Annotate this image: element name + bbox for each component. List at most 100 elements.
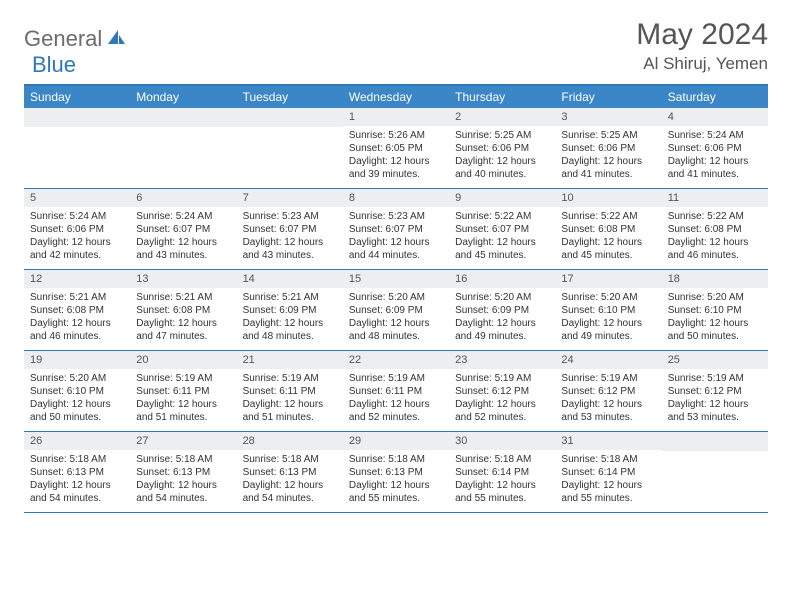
sunset-text: Sunset: 6:08 PM	[561, 223, 655, 236]
day-cell: 4Sunrise: 5:24 AMSunset: 6:06 PMDaylight…	[662, 108, 768, 188]
sunrise-text: Sunrise: 5:21 AM	[30, 291, 124, 304]
sunset-text: Sunset: 6:07 PM	[136, 223, 230, 236]
day-number: 18	[662, 270, 768, 288]
day-number: 27	[130, 432, 236, 450]
sunset-text: Sunset: 6:13 PM	[349, 466, 443, 479]
day-number: 19	[24, 351, 130, 369]
day-cell: 25Sunrise: 5:19 AMSunset: 6:12 PMDayligh…	[662, 351, 768, 431]
sunrise-text: Sunrise: 5:23 AM	[349, 210, 443, 223]
sunset-text: Sunset: 6:12 PM	[668, 385, 762, 398]
sunrise-text: Sunrise: 5:25 AM	[561, 129, 655, 142]
daylight-text: Daylight: 12 hours and 52 minutes.	[455, 398, 549, 424]
sunrise-text: Sunrise: 5:22 AM	[455, 210, 549, 223]
daylight-text: Daylight: 12 hours and 51 minutes.	[243, 398, 337, 424]
day-details: Sunrise: 5:24 AMSunset: 6:06 PMDaylight:…	[662, 126, 768, 187]
daylight-text: Daylight: 12 hours and 53 minutes.	[561, 398, 655, 424]
sunrise-text: Sunrise: 5:18 AM	[30, 453, 124, 466]
day-details: Sunrise: 5:19 AMSunset: 6:12 PMDaylight:…	[555, 369, 661, 430]
daylight-text: Daylight: 12 hours and 40 minutes.	[455, 155, 549, 181]
sunset-text: Sunset: 6:06 PM	[668, 142, 762, 155]
weekday-sat: Saturday	[662, 86, 768, 108]
day-cell: 12Sunrise: 5:21 AMSunset: 6:08 PMDayligh…	[24, 270, 130, 350]
sunset-text: Sunset: 6:07 PM	[349, 223, 443, 236]
daylight-text: Daylight: 12 hours and 48 minutes.	[349, 317, 443, 343]
calendar-page: General May 2024 Al Shiruj, Yemen Blue S…	[0, 0, 792, 531]
day-number: 13	[130, 270, 236, 288]
day-details: Sunrise: 5:22 AMSunset: 6:07 PMDaylight:…	[449, 207, 555, 268]
day-cell: 14Sunrise: 5:21 AMSunset: 6:09 PMDayligh…	[237, 270, 343, 350]
day-number	[24, 108, 130, 127]
sunset-text: Sunset: 6:06 PM	[30, 223, 124, 236]
day-cell: 21Sunrise: 5:19 AMSunset: 6:11 PMDayligh…	[237, 351, 343, 431]
day-cell: 1Sunrise: 5:26 AMSunset: 6:05 PMDaylight…	[343, 108, 449, 188]
daylight-text: Daylight: 12 hours and 52 minutes.	[349, 398, 443, 424]
day-cell: 31Sunrise: 5:18 AMSunset: 6:14 PMDayligh…	[555, 432, 661, 512]
day-cell: 15Sunrise: 5:20 AMSunset: 6:09 PMDayligh…	[343, 270, 449, 350]
day-cell: 26Sunrise: 5:18 AMSunset: 6:13 PMDayligh…	[24, 432, 130, 512]
daylight-text: Daylight: 12 hours and 45 minutes.	[561, 236, 655, 262]
day-number: 25	[662, 351, 768, 369]
daylight-text: Daylight: 12 hours and 41 minutes.	[668, 155, 762, 181]
sunrise-text: Sunrise: 5:20 AM	[349, 291, 443, 304]
daylight-text: Daylight: 12 hours and 46 minutes.	[668, 236, 762, 262]
day-cell	[24, 108, 130, 188]
sunset-text: Sunset: 6:07 PM	[243, 223, 337, 236]
day-cell: 7Sunrise: 5:23 AMSunset: 6:07 PMDaylight…	[237, 189, 343, 269]
sunset-text: Sunset: 6:10 PM	[561, 304, 655, 317]
day-number: 5	[24, 189, 130, 207]
brand-sail-icon	[106, 28, 126, 51]
day-cell: 6Sunrise: 5:24 AMSunset: 6:07 PMDaylight…	[130, 189, 236, 269]
day-number: 9	[449, 189, 555, 207]
week-row: 1Sunrise: 5:26 AMSunset: 6:05 PMDaylight…	[24, 108, 768, 189]
sunset-text: Sunset: 6:11 PM	[136, 385, 230, 398]
sunset-text: Sunset: 6:09 PM	[455, 304, 549, 317]
day-cell: 28Sunrise: 5:18 AMSunset: 6:13 PMDayligh…	[237, 432, 343, 512]
sunset-text: Sunset: 6:12 PM	[455, 385, 549, 398]
day-cell: 20Sunrise: 5:19 AMSunset: 6:11 PMDayligh…	[130, 351, 236, 431]
weekday-sun: Sunday	[24, 86, 130, 108]
sunrise-text: Sunrise: 5:18 AM	[349, 453, 443, 466]
sunset-text: Sunset: 6:07 PM	[455, 223, 549, 236]
sunset-text: Sunset: 6:09 PM	[349, 304, 443, 317]
day-details: Sunrise: 5:18 AMSunset: 6:14 PMDaylight:…	[555, 450, 661, 511]
title-block: May 2024 Al Shiruj, Yemen	[636, 18, 768, 74]
sunrise-text: Sunrise: 5:24 AM	[30, 210, 124, 223]
location-label: Al Shiruj, Yemen	[636, 54, 768, 74]
day-cell: 10Sunrise: 5:22 AMSunset: 6:08 PMDayligh…	[555, 189, 661, 269]
sunset-text: Sunset: 6:12 PM	[561, 385, 655, 398]
weekday-wed: Wednesday	[343, 86, 449, 108]
sunrise-text: Sunrise: 5:18 AM	[136, 453, 230, 466]
day-details	[130, 127, 236, 136]
sunrise-text: Sunrise: 5:21 AM	[136, 291, 230, 304]
day-number: 14	[237, 270, 343, 288]
daylight-text: Daylight: 12 hours and 49 minutes.	[561, 317, 655, 343]
day-cell	[662, 432, 768, 512]
sunrise-text: Sunrise: 5:23 AM	[243, 210, 337, 223]
day-details: Sunrise: 5:24 AMSunset: 6:06 PMDaylight:…	[24, 207, 130, 268]
daylight-text: Daylight: 12 hours and 50 minutes.	[30, 398, 124, 424]
day-cell: 29Sunrise: 5:18 AMSunset: 6:13 PMDayligh…	[343, 432, 449, 512]
day-number: 20	[130, 351, 236, 369]
sunset-text: Sunset: 6:08 PM	[136, 304, 230, 317]
day-details	[237, 127, 343, 136]
day-number: 23	[449, 351, 555, 369]
day-details: Sunrise: 5:21 AMSunset: 6:09 PMDaylight:…	[237, 288, 343, 349]
daylight-text: Daylight: 12 hours and 49 minutes.	[455, 317, 549, 343]
sunset-text: Sunset: 6:13 PM	[30, 466, 124, 479]
day-details: Sunrise: 5:22 AMSunset: 6:08 PMDaylight:…	[662, 207, 768, 268]
day-details: Sunrise: 5:20 AMSunset: 6:09 PMDaylight:…	[449, 288, 555, 349]
sunset-text: Sunset: 6:08 PM	[668, 223, 762, 236]
daylight-text: Daylight: 12 hours and 54 minutes.	[136, 479, 230, 505]
day-number: 2	[449, 108, 555, 126]
sunrise-text: Sunrise: 5:24 AM	[136, 210, 230, 223]
day-details: Sunrise: 5:22 AMSunset: 6:08 PMDaylight:…	[555, 207, 661, 268]
day-details: Sunrise: 5:20 AMSunset: 6:10 PMDaylight:…	[24, 369, 130, 430]
day-cell: 18Sunrise: 5:20 AMSunset: 6:10 PMDayligh…	[662, 270, 768, 350]
daylight-text: Daylight: 12 hours and 54 minutes.	[243, 479, 337, 505]
daylight-text: Daylight: 12 hours and 39 minutes.	[349, 155, 443, 181]
day-details: Sunrise: 5:18 AMSunset: 6:13 PMDaylight:…	[130, 450, 236, 511]
day-details: Sunrise: 5:19 AMSunset: 6:12 PMDaylight:…	[449, 369, 555, 430]
weekday-tue: Tuesday	[237, 86, 343, 108]
day-number: 31	[555, 432, 661, 450]
sunrise-text: Sunrise: 5:20 AM	[455, 291, 549, 304]
